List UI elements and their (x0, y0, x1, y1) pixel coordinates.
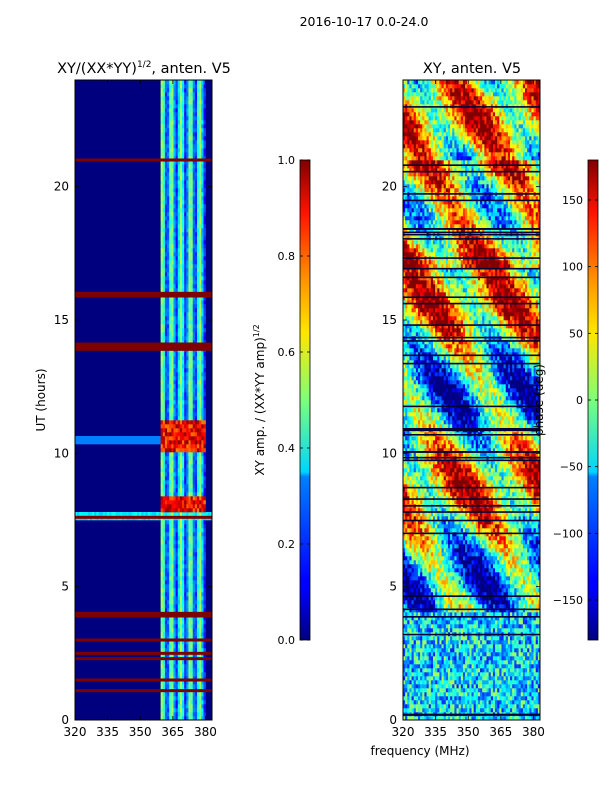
x-tick-label: 350 (129, 725, 152, 739)
y-tick-label: 0 (61, 713, 69, 727)
y-tick-label: 20 (382, 180, 397, 194)
phase-colorbar-label: phase (deg) (532, 364, 546, 436)
colorbar-tick-label: 0 (576, 394, 583, 407)
phase-x-axis: 320 335 350 365 380 (392, 80, 545, 739)
x-tick-label: 365 (489, 725, 512, 739)
colorbar-tick-label: −150 (553, 594, 583, 607)
x-tick-label: 335 (424, 725, 447, 739)
amp-x-axis: 320 335 350 365 380 (64, 80, 217, 739)
colorbar-tick-label: 1.0 (278, 154, 296, 167)
x-tick-label: 335 (96, 725, 119, 739)
y-tick-label: 15 (382, 313, 397, 327)
phase-panel-title: XY, anten. V5 (423, 61, 521, 77)
x-tick-label: 320 (64, 725, 87, 739)
colorbar-tick-label: 50 (569, 327, 583, 340)
figure-suptitle: 2016-10-17 0.0-24.0 (300, 14, 429, 29)
amp-heatmap (75, 80, 213, 721)
amp-colorbar-label: XY amp. / (XX*YY amp)1/2 (252, 324, 267, 475)
phase-heatmap (403, 80, 541, 721)
colorbar-tick-label: 0.4 (278, 442, 296, 455)
phase-panel: XY, anten. V5 320 335 350 365 380 0 5 10 15 20 (382, 61, 545, 739)
figure-x-axis-label: frequency (MHz) (370, 744, 469, 758)
phase-y-axis: 0 5 10 15 20 (382, 180, 540, 727)
x-tick-label: 365 (161, 725, 184, 739)
colorbar-tick-label: 0.2 (278, 538, 296, 551)
colorbar-tick-label: 0.6 (278, 346, 296, 359)
colorbar-tick-label: −100 (553, 527, 583, 540)
colorbar-tick-label: 0.0 (278, 634, 296, 647)
amp-panel: XY/(XX*YY)1/2, anten. V5 320 335 350 365 380… (34, 60, 231, 739)
amp-y-axis-label: UT (hours) (34, 368, 48, 431)
amp-y-axis: 0 5 10 15 20 (54, 180, 212, 727)
y-tick-label: 10 (54, 446, 69, 460)
x-tick-label: 380 (194, 725, 217, 739)
x-tick-label: 380 (522, 725, 545, 739)
y-tick-label: 10 (382, 446, 397, 460)
amp-plot-frame (74, 79, 213, 721)
phase-plot-frame (402, 79, 541, 721)
phase-colorbar: −150 −100 −50 0 50 100 150 phase (deg) (532, 159, 599, 641)
colorbar-tick-label: 100 (562, 261, 583, 274)
x-tick-label: 350 (457, 725, 480, 739)
colorbar-tick-label: −50 (560, 461, 583, 474)
y-tick-label: 15 (54, 313, 69, 327)
amp-panel-title: XY/(XX*YY)1/2, anten. V5 (57, 60, 231, 77)
amp-colorbar: 0.0 0.2 0.4 0.6 0.8 1.0 XY amp. / (XX*YY amp)… (252, 154, 311, 647)
colorbar-tick-label: 150 (562, 194, 583, 207)
amp-colorbar-gradient (299, 159, 311, 641)
x-tick-label: 320 (392, 725, 415, 739)
y-tick-label: 5 (389, 580, 397, 594)
y-tick-label: 20 (54, 180, 69, 194)
colorbar-tick-label: 0.8 (278, 250, 296, 263)
y-tick-label: 0 (389, 713, 397, 727)
y-tick-label: 5 (61, 580, 69, 594)
